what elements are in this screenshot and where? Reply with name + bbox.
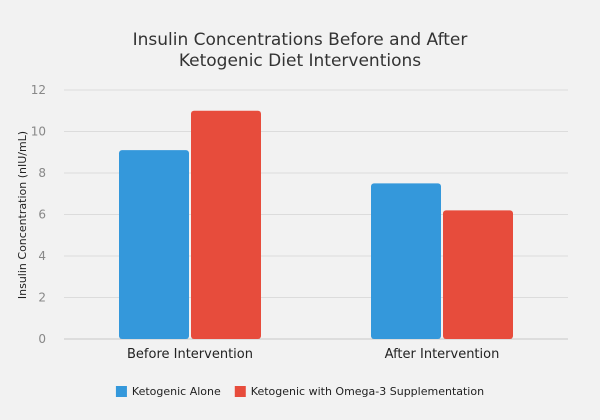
legend-swatch [115, 386, 127, 397]
y-tick-label: 10 [31, 125, 46, 139]
legend: Ketogenic Alone Ketogenic with Omega-3 Su… [115, 385, 484, 398]
legend-label: Ketogenic with Omega-3 Supplementation [251, 385, 484, 398]
x-category-label: After Intervention [385, 347, 500, 362]
y-tick-label: 8 [38, 166, 46, 180]
y-tick-label: 4 [38, 249, 46, 263]
y-tick-label: 0 [38, 332, 46, 346]
legend-swatch [234, 386, 246, 397]
x-axis-categories: Before Intervention After Intervention [127, 347, 499, 362]
bar [119, 150, 189, 339]
bars [119, 110, 513, 339]
bar [371, 183, 441, 339]
y-tick-label: 2 [38, 291, 46, 305]
bar [191, 110, 261, 339]
y-axis-label: Insulin Concentration (nIU/mL) [16, 131, 29, 299]
x-category-label: Before Intervention [127, 347, 253, 362]
legend-label: Ketogenic Alone [132, 385, 221, 398]
y-axis-ticks: 0 2 4 6 8 10 12 [31, 83, 46, 346]
chart-title-line-1: Insulin Concentrations Before and After [133, 30, 468, 50]
chart-title-line-2: Ketogenic Diet Interventions [179, 51, 421, 71]
y-tick-label: 12 [31, 83, 46, 97]
y-tick-label: 6 [38, 208, 46, 222]
bar [443, 210, 513, 339]
